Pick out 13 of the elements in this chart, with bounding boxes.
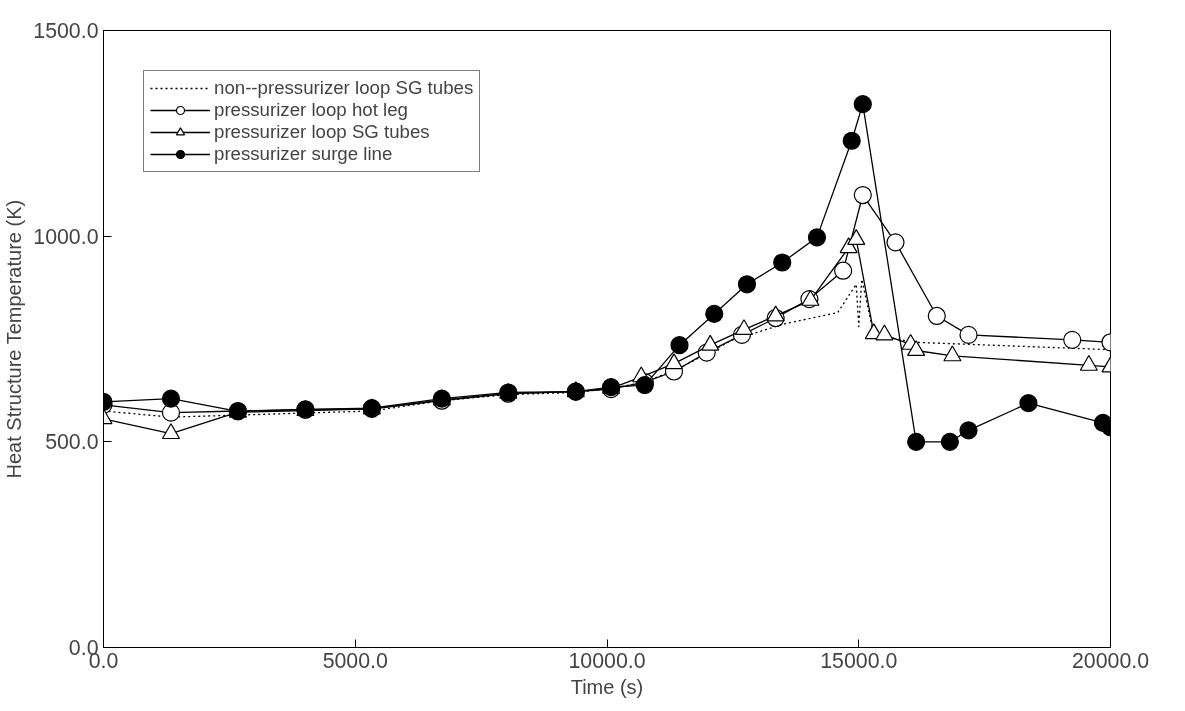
legend-label: pressurizer loop hot leg xyxy=(214,99,408,121)
y-tick-label: 500.0 xyxy=(45,430,99,455)
x-tick-label: 10000.0 xyxy=(568,648,646,673)
y-tick-label: 1000.0 xyxy=(33,224,99,249)
y-tick-label: 1500.0 xyxy=(33,19,99,43)
y-axis-title: Heat Structure Temperature (K) xyxy=(3,199,26,479)
legend-label: pressurizer surge line xyxy=(214,143,393,165)
legend-label: pressurizer loop SG tubes xyxy=(214,121,430,143)
x-axis-title: Time (s) xyxy=(570,675,644,698)
legend-label: non--pressurizer loop SG tubes xyxy=(214,77,474,99)
x-tick-label: 15000.0 xyxy=(820,648,898,673)
x-tick-label: 5000.0 xyxy=(322,648,389,673)
x-tick-label: 20000.0 xyxy=(1071,648,1150,673)
